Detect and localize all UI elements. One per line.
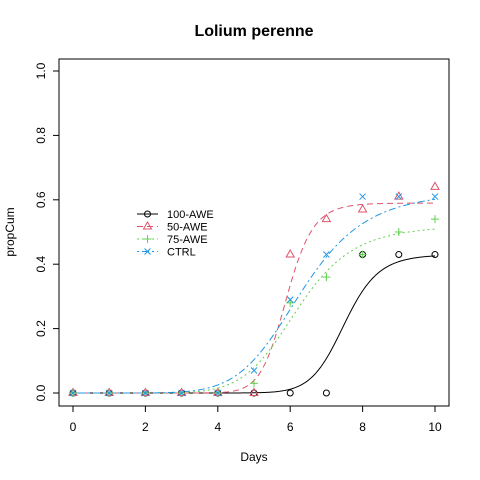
data-point-ctrl — [250, 367, 258, 374]
x-tick-label: 4 — [214, 420, 221, 434]
data-point-50-awe — [249, 387, 259, 396]
data-point-ctrl — [105, 389, 113, 397]
data-point-ctrl — [214, 389, 222, 397]
y-tick-label: 0.6 — [34, 191, 48, 208]
curve-100-awe — [73, 255, 436, 394]
plot-frame — [58, 58, 450, 407]
data-point-100-awe — [431, 251, 439, 259]
legend-marker — [144, 248, 151, 255]
curve-50-awe — [73, 202, 435, 394]
data-point-75-awe — [250, 379, 258, 388]
data-point-75-awe — [394, 228, 403, 236]
data-point-ctrl — [431, 193, 439, 200]
legend-marker — [143, 235, 152, 243]
y-tick-label: 0.0 — [34, 384, 48, 401]
x-tick-label: 0 — [70, 420, 77, 434]
data-point-75-awe — [322, 273, 331, 282]
curve-ctrl — [73, 198, 436, 394]
y-tick-label: 1.0 — [34, 62, 48, 79]
y-axis-label: propCum — [3, 207, 17, 256]
legend-label: 75-AWE — [167, 234, 208, 246]
curve-75-awe — [73, 228, 436, 394]
x-axis-label: Days — [240, 450, 267, 464]
data-point-ctrl — [395, 193, 403, 200]
data-point-ctrl — [69, 389, 77, 397]
x-tick-label: 2 — [142, 420, 149, 434]
legend-marker — [144, 210, 151, 218]
legend-marker — [142, 220, 153, 230]
legend-label: CTRL — [167, 247, 196, 259]
y-tick-label: 0.4 — [34, 256, 48, 273]
y-tick-label: 0.2 — [34, 320, 48, 337]
data-points — [68, 181, 440, 397]
data-point-75-awe — [431, 215, 439, 224]
data-point-50-awe — [430, 181, 440, 190]
legend-label: 100-AWE — [167, 209, 214, 221]
data-point-ctrl — [178, 389, 185, 397]
legend-label: 50-AWE — [167, 222, 208, 234]
y-tick-label: 0.8 — [34, 127, 48, 144]
data-point-75-awe — [358, 250, 367, 259]
data-point-ctrl — [323, 251, 330, 258]
data-point-50-awe — [393, 191, 404, 200]
fitted-curves — [73, 198, 436, 394]
data-point-50-awe — [357, 203, 368, 213]
data-point-100-awe — [322, 389, 330, 397]
x-tick-label: 6 — [287, 420, 294, 434]
data-point-100-awe — [395, 251, 403, 259]
x-tick-label: 8 — [359, 420, 366, 434]
data-point-50-awe — [321, 213, 332, 223]
x-tick-label: 10 — [428, 420, 442, 434]
data-point-ctrl — [359, 193, 366, 200]
data-point-ctrl — [142, 389, 149, 397]
data-point-ctrl — [286, 296, 294, 303]
chart-title: Lolium perenne — [194, 23, 313, 40]
y-axis: 0.0 0.2 0.4 0.6 0.8 1.0 — [34, 62, 60, 401]
data-point-50-awe — [285, 249, 296, 258]
data-point-100-awe — [286, 389, 294, 397]
x-axis: 0 2 4 6 8 10 — [70, 405, 442, 434]
